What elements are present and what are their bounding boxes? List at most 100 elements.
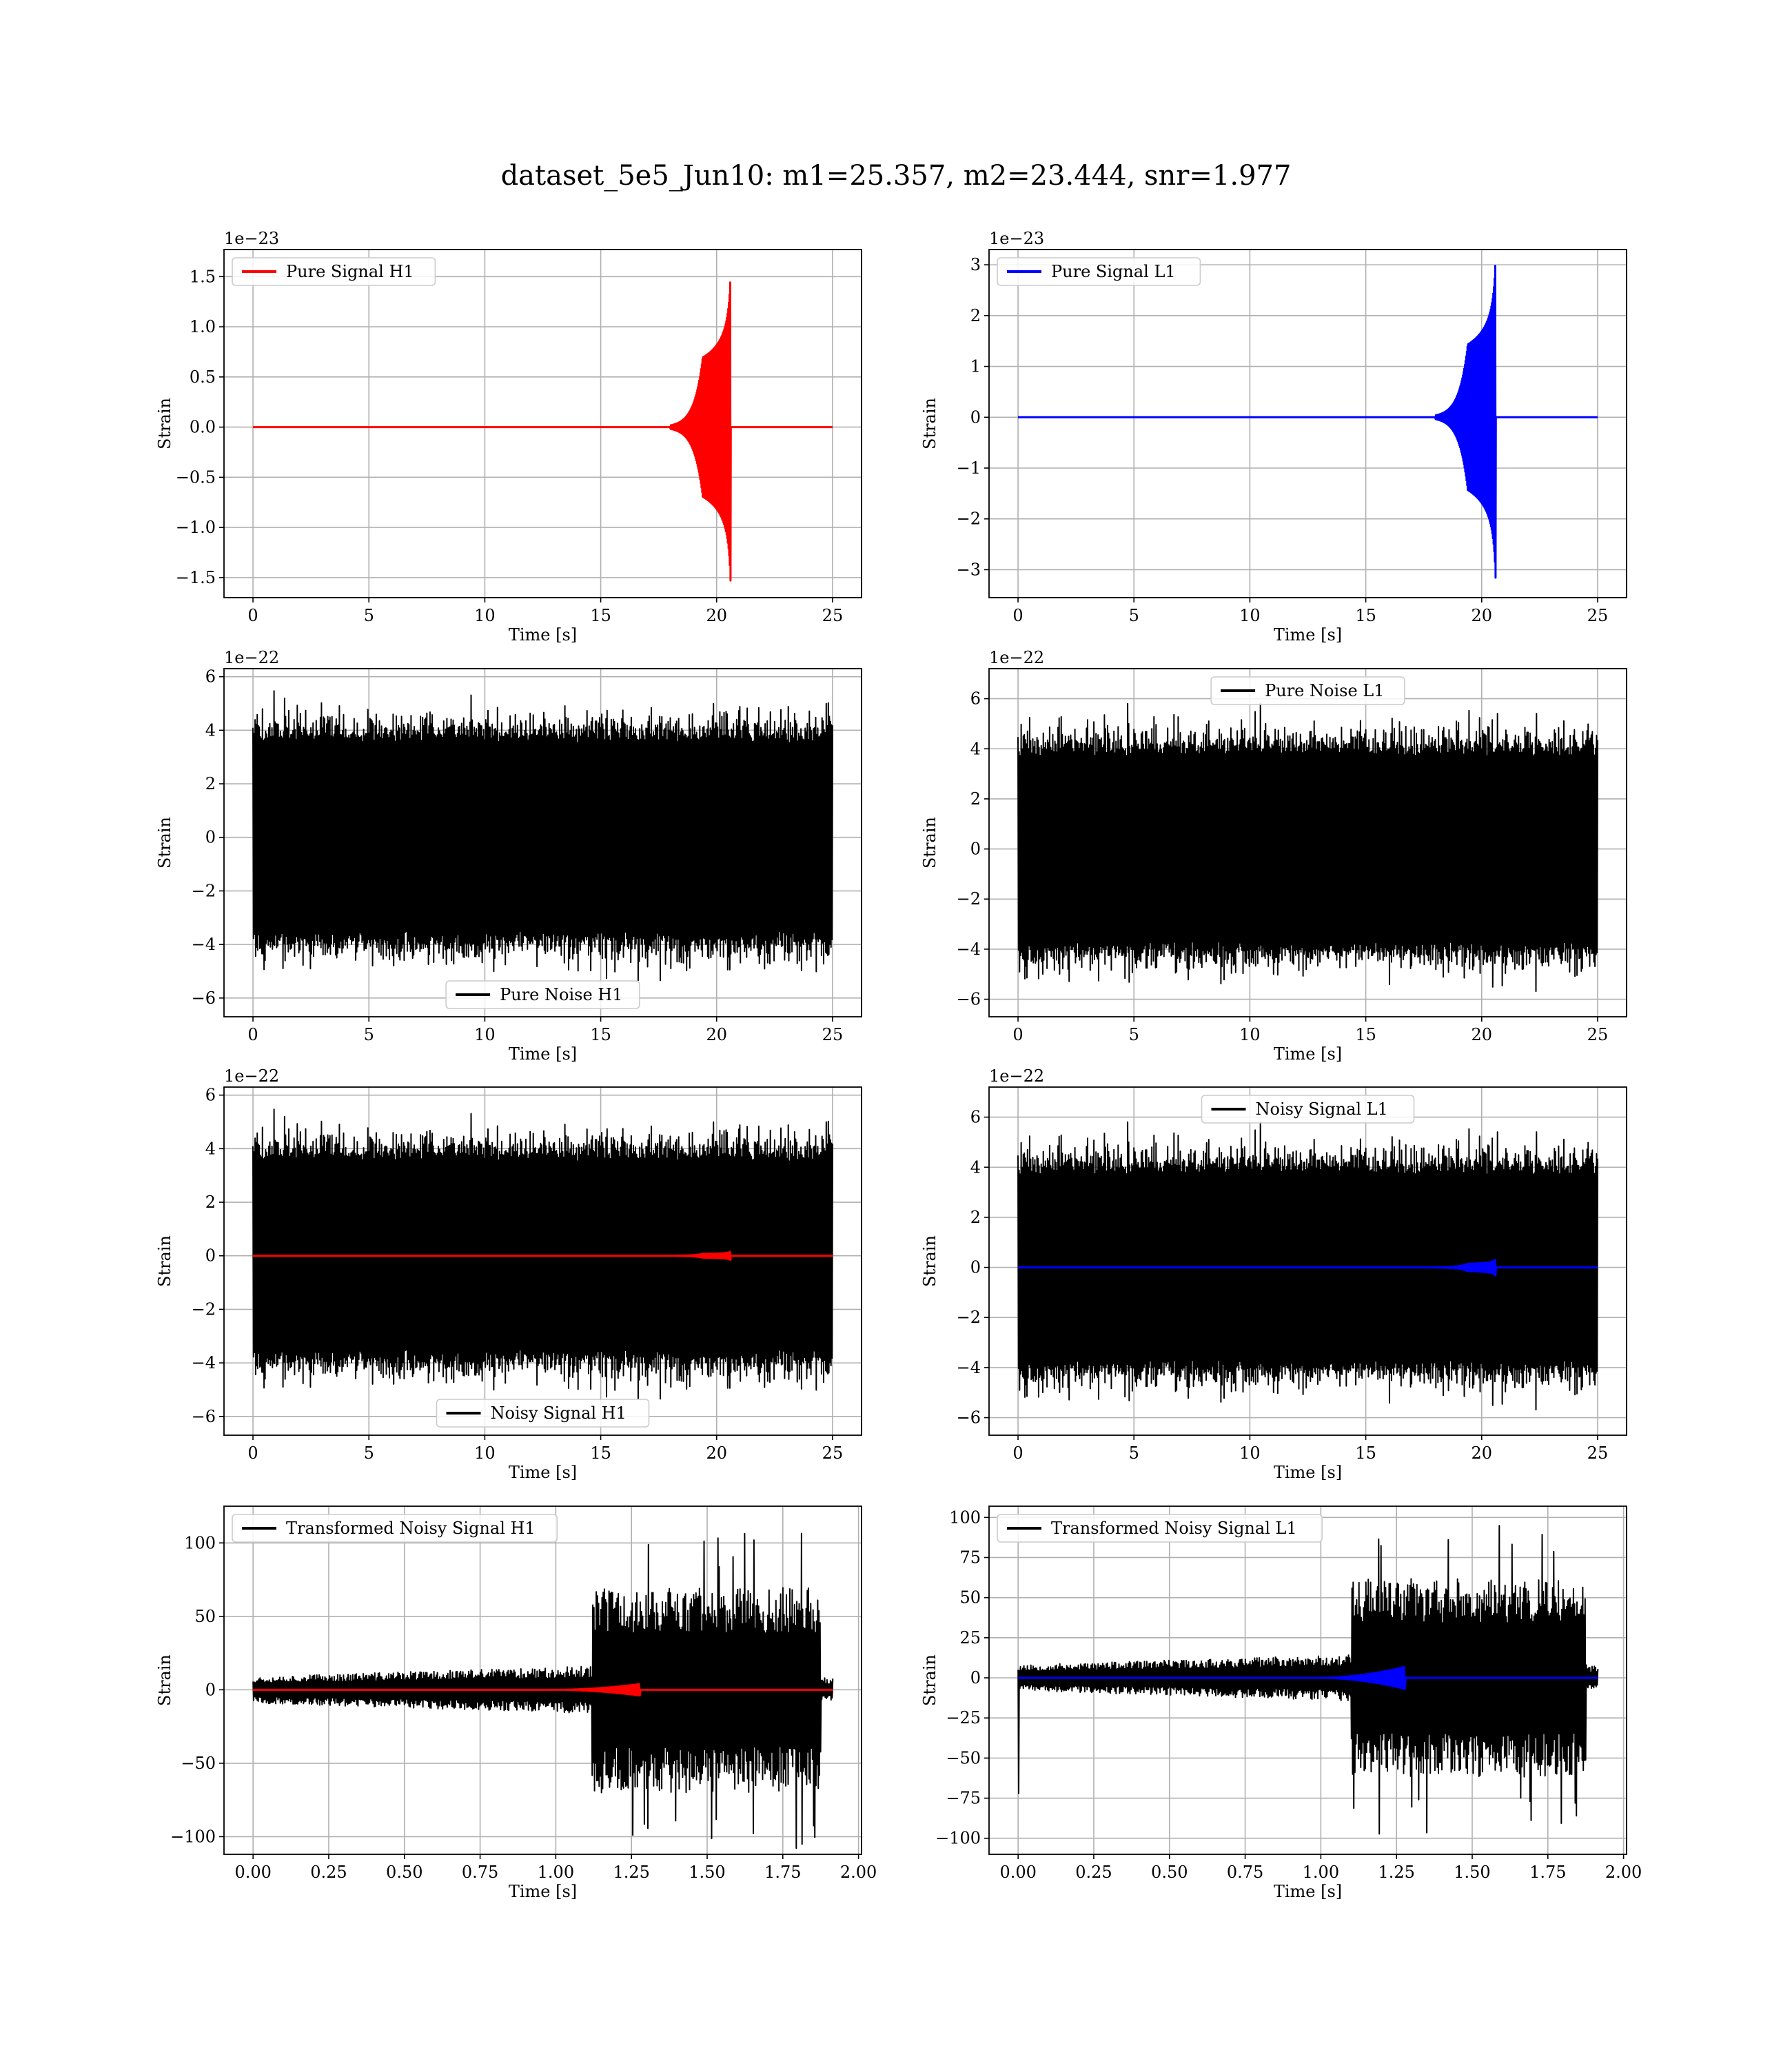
x-tick-label: 10 xyxy=(1239,606,1261,625)
x-tick-label: 1.50 xyxy=(1454,1863,1490,1882)
legend: Noisy Signal H1 xyxy=(436,1399,650,1428)
y-tick-label: 50 xyxy=(959,1588,981,1608)
y-tick-label: −2 xyxy=(192,881,216,900)
y-tick-label: −100 xyxy=(935,1829,981,1848)
y-tick-label: 0 xyxy=(970,1258,981,1277)
y-tick-label: 50 xyxy=(194,1607,216,1626)
legend: Pure Signal L1 xyxy=(997,257,1201,286)
y-axis-label: Strain xyxy=(920,1235,939,1287)
x-tick-label: 25 xyxy=(822,1443,844,1463)
legend-label: Transformed Noisy Signal L1 xyxy=(1051,1519,1297,1538)
y-tick-label: −50 xyxy=(946,1748,981,1767)
legend-box xyxy=(1210,676,1405,705)
x-tick-label: 10 xyxy=(474,606,496,625)
y-axis-label: Strain xyxy=(155,1654,174,1706)
axes-frame xyxy=(988,1086,1627,1436)
x-tick-label: 0 xyxy=(1012,1443,1023,1463)
y-tick-label: 0 xyxy=(205,1246,216,1266)
y-tick-label: 6 xyxy=(205,667,216,687)
y-tick-label: 0 xyxy=(205,828,216,847)
x-tick-label: 5 xyxy=(1129,1443,1139,1463)
y-tick-label: −4 xyxy=(957,940,981,959)
legend-box xyxy=(232,1514,558,1543)
y-tick-label: −25 xyxy=(946,1708,981,1727)
x-tick-label: 20 xyxy=(1471,1025,1492,1044)
y-tick-label: −6 xyxy=(957,1408,981,1428)
series-line-1 xyxy=(252,690,833,982)
y-axis-label: Strain xyxy=(920,1654,939,1706)
y-tick-label: −3 xyxy=(957,560,981,579)
x-tick-label: 0.50 xyxy=(1151,1863,1188,1882)
y-axis-label: Strain xyxy=(155,817,174,869)
legend-label: Noisy Signal H1 xyxy=(491,1403,627,1423)
y-tick-label: 2 xyxy=(970,1208,981,1227)
y-tick-label: 2 xyxy=(970,789,981,809)
y-tick-label: −6 xyxy=(192,989,216,1008)
x-tick-label: 0 xyxy=(1012,606,1023,625)
x-tick-label: 0.00 xyxy=(234,1863,271,1882)
x-axis-label: Time [s] xyxy=(509,625,577,645)
y-tick-label: 2 xyxy=(970,306,981,325)
axes-frame xyxy=(988,1506,1627,1855)
axes-frame xyxy=(988,249,1627,598)
axes-frame xyxy=(223,249,862,598)
axis-offset-text: 1e−22 xyxy=(989,1066,1044,1086)
y-tick-label: −4 xyxy=(192,1353,216,1372)
x-tick-label: 15 xyxy=(590,1025,611,1044)
axes-frame xyxy=(223,1506,862,1855)
y-tick-label: −2 xyxy=(957,509,981,529)
legend-label: Pure Signal H1 xyxy=(286,262,414,281)
x-tick-label: 0 xyxy=(247,606,258,625)
x-tick-label: 20 xyxy=(706,1025,727,1044)
series-line-1 xyxy=(1017,265,1598,579)
y-tick-label: −4 xyxy=(192,935,216,954)
x-tick-label: 25 xyxy=(1587,1025,1609,1044)
x-tick-label: 0.75 xyxy=(1227,1863,1263,1882)
y-tick-label: −2 xyxy=(957,1308,981,1327)
axes-frame xyxy=(223,668,862,1017)
y-tick-label: 4 xyxy=(205,1139,216,1158)
legend-box xyxy=(1201,1095,1415,1124)
x-tick-label: 15 xyxy=(1355,606,1376,625)
legend-box xyxy=(997,257,1201,286)
y-tick-label: −1.5 xyxy=(176,568,216,587)
y-axis-label: Strain xyxy=(155,1235,174,1287)
y-tick-label: −4 xyxy=(957,1358,981,1377)
x-tick-label: 15 xyxy=(1355,1443,1376,1463)
series-line-1 xyxy=(252,1108,833,1400)
x-tick-label: 25 xyxy=(822,606,844,625)
y-tick-label: −0.5 xyxy=(176,467,216,487)
y-tick-label: −2 xyxy=(192,1299,216,1319)
y-tick-label: 1 xyxy=(970,357,981,376)
axis-offset-text: 1e−22 xyxy=(989,648,1044,667)
legend: Pure Noise H1 xyxy=(445,980,640,1009)
plot-area xyxy=(989,250,1627,598)
legend: Noisy Signal L1 xyxy=(1201,1095,1415,1124)
subplot-noisy-signal-l1: 0 5 10 15 20 25 −6 −4 −2 0 2 4 6 Time [s] Strain 1e−22 N… xyxy=(920,1066,1627,1482)
axes-frame xyxy=(988,668,1627,1017)
y-tick-label: 75 xyxy=(959,1548,981,1567)
y-tick-label: 4 xyxy=(970,739,981,758)
subplot-pure-signal-h1: 0 5 10 15 20 25 −1.5 −1.0 −0.5 0.0 0.5 1.0 1.5 Time [… xyxy=(155,229,862,645)
x-tick-label: 25 xyxy=(822,1025,844,1044)
y-axis-label: Strain xyxy=(155,398,174,449)
figure-suptitle: dataset_5e5_Jun10: m1=25.357, m2=23.444,… xyxy=(501,160,1292,192)
x-tick-label: 20 xyxy=(1471,1443,1492,1463)
x-tick-label: 2.00 xyxy=(840,1863,877,1882)
legend: Transformed Noisy Signal H1 xyxy=(232,1514,558,1543)
x-tick-label: 0.75 xyxy=(462,1863,498,1882)
legend-box xyxy=(445,980,640,1009)
x-tick-label: 1.00 xyxy=(1303,1863,1339,1882)
y-tick-label: 25 xyxy=(959,1628,981,1648)
y-tick-label: 4 xyxy=(205,720,216,740)
x-tick-label: 5 xyxy=(1129,1025,1139,1044)
legend: Transformed Noisy Signal L1 xyxy=(997,1514,1323,1543)
legend-box xyxy=(997,1514,1323,1543)
x-tick-label: 25 xyxy=(1587,606,1609,625)
axis-offset-text: 1e−22 xyxy=(224,1066,279,1086)
y-tick-label: −6 xyxy=(957,990,981,1009)
x-tick-label: 25 xyxy=(1587,1443,1609,1463)
plot-area xyxy=(224,250,862,598)
x-tick-label: 1.50 xyxy=(689,1863,725,1882)
subplot-pure-noise-l1: 0 5 10 15 20 25 −6 −4 −2 0 2 4 6 Time [s] Strain 1e−22 P… xyxy=(920,648,1627,1064)
